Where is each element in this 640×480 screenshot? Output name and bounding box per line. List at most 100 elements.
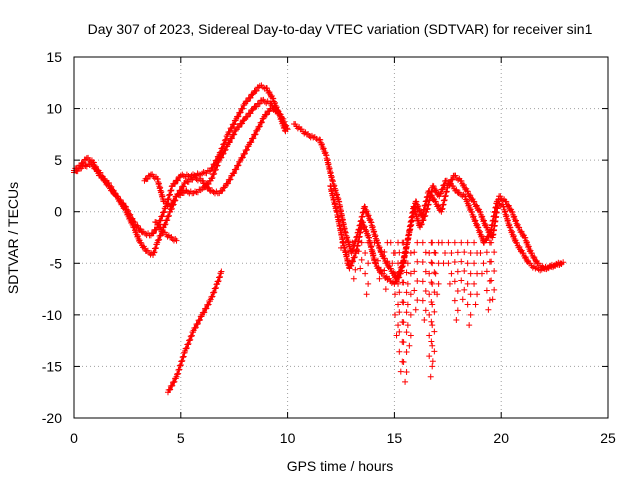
data-point-scatter-drops — [451, 297, 458, 304]
data-point-track-f — [294, 125, 301, 132]
data-point-track-g — [477, 228, 484, 235]
data-point-scatter-drops — [451, 239, 458, 246]
data-point-track-g — [418, 221, 425, 228]
y-tick-label: -10 — [42, 307, 62, 323]
data-point-track-b — [111, 189, 118, 196]
data-point-track-g — [430, 183, 437, 190]
data-point-track-b — [122, 207, 129, 213]
data-point-scatter-drops — [489, 296, 496, 303]
data-point-scatter-drops — [407, 270, 414, 277]
data-point-scatter-drops — [411, 268, 418, 275]
data-point-scatter-drops — [491, 268, 498, 275]
data-point-track-f — [503, 198, 510, 205]
data-point-track-c — [244, 146, 251, 153]
data-point-track-a — [253, 87, 260, 94]
data-point-track-c — [263, 111, 270, 118]
data-point-scatter-drops — [400, 319, 407, 326]
data-point-track-c — [248, 139, 255, 146]
data-point-track-g — [558, 260, 565, 267]
data-point-track-g — [470, 213, 477, 220]
y-tick-label: 10 — [46, 101, 62, 117]
data-point-scatter-drops — [392, 270, 399, 277]
data-point-track-f — [509, 209, 516, 216]
data-point-track-e — [218, 268, 225, 275]
data-point-scatter-drops — [365, 280, 372, 287]
data-point-track-b — [184, 189, 191, 196]
data-point-scatter-drops — [429, 260, 436, 267]
axis-ticks: 0 5 10 15 20 25 -20 -15 -10 -5 0 5 10 15 — [42, 49, 616, 446]
data-point-scatter-drops — [466, 322, 473, 329]
data-point-scatter-drops — [403, 329, 410, 336]
data-point-scatter-drops — [362, 270, 369, 277]
data-point-scatter-drops — [392, 311, 399, 318]
data-point-track-g — [393, 278, 400, 285]
data-point-track-g — [478, 233, 485, 240]
data-point-track-c — [256, 123, 263, 130]
data-point-track-a — [174, 177, 181, 184]
data-point-scatter-drops — [439, 239, 446, 246]
data-point-scatter-drops — [412, 306, 419, 313]
data-point-track-b — [231, 131, 238, 138]
data-point-track-b — [134, 233, 141, 240]
data-point-scatter-drops — [467, 270, 474, 277]
data-point-scatter-drops — [384, 258, 391, 265]
data-point-scatter-drops — [393, 332, 400, 339]
data-point-scatter-drops — [471, 280, 478, 287]
data-point-scatter-drops — [349, 239, 356, 246]
data-point-scatter-drops — [478, 270, 485, 277]
data-point-track-g — [419, 217, 426, 224]
data-point-track-c — [207, 188, 214, 195]
data-point-track-g — [446, 182, 453, 189]
data-point-track-c — [233, 166, 240, 173]
data-point-scatter-drops — [483, 249, 490, 256]
data-point-scatter-drops — [428, 259, 435, 266]
data-point-track-f — [531, 254, 538, 261]
data-point-track-f — [479, 213, 486, 220]
data-point-track-f — [471, 198, 478, 205]
y-axis-label: SDTVAR / TECUs — [5, 182, 21, 294]
data-point-scatter-drops — [400, 359, 407, 366]
data-point-track-e — [188, 332, 195, 339]
data-point-scatter-drops — [432, 270, 439, 277]
data-point-track-g — [388, 280, 395, 287]
data-point-scatter-drops — [363, 291, 370, 298]
data-point-track-a — [237, 109, 244, 116]
data-point-track-b — [156, 236, 163, 243]
x-tick-label: 0 — [70, 430, 78, 446]
data-point-scatter-drops — [428, 239, 435, 246]
data-point-scatter-drops — [467, 291, 474, 298]
data-point-track-b — [284, 126, 291, 133]
data-point-scatter-drops — [435, 280, 442, 287]
data-point-scatter-drops — [414, 297, 421, 304]
y-tick-label: 0 — [54, 204, 62, 220]
data-point-track-c — [227, 176, 234, 183]
data-point-scatter-drops — [464, 280, 471, 287]
x-tick-label: 5 — [177, 430, 185, 446]
y-tick-label: 5 — [54, 152, 62, 168]
plot-frame — [73, 56, 609, 419]
data-point-scatter-drops — [431, 328, 438, 335]
data-point-scatter-drops — [396, 328, 403, 335]
data-point-track-g — [472, 217, 479, 224]
data-point-track-a — [229, 124, 236, 131]
data-point-track-b — [283, 125, 290, 132]
data-point-scatter-drops — [451, 258, 458, 265]
data-point-track-f — [455, 176, 462, 183]
data-point-scatter-drops — [422, 307, 429, 314]
data-point-track-c — [169, 200, 176, 207]
data-point-track-c — [200, 177, 207, 184]
data-point-track-g — [439, 186, 446, 193]
data-point-track-c — [235, 162, 242, 169]
data-point-scatter-drops — [483, 268, 490, 275]
data-point-track-a — [134, 222, 141, 229]
data-point-scatter-drops — [422, 288, 429, 295]
data-point-track-b — [247, 110, 254, 117]
data-point-scatter-drops — [396, 309, 403, 316]
data-point-scatter-drops — [422, 249, 429, 256]
data-point-scatter-drops — [428, 279, 435, 286]
data-point-scatter-drops — [374, 257, 381, 264]
data-point-track-b — [165, 212, 172, 219]
data-point-track-c — [171, 197, 178, 204]
data-point-scatter-drops — [404, 260, 411, 267]
